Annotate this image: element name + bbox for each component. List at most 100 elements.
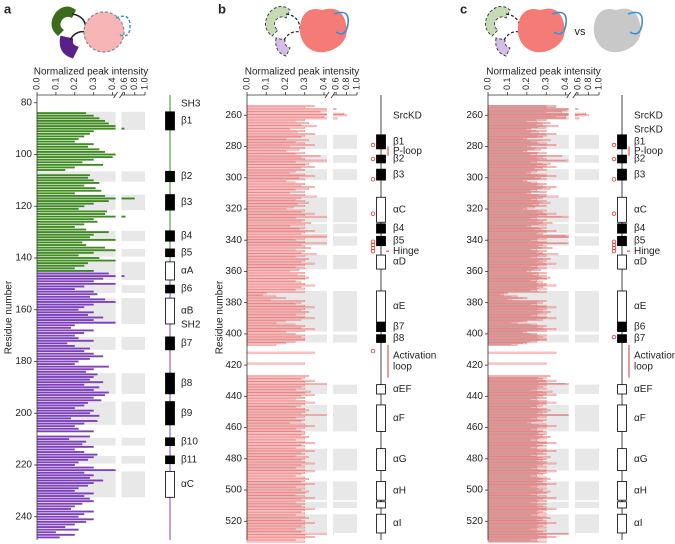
bar bbox=[488, 225, 527, 227]
bar bbox=[37, 453, 98, 456]
strand bbox=[165, 372, 175, 395]
bar bbox=[488, 245, 539, 248]
y-tick-label: 460 bbox=[466, 422, 483, 433]
bar bbox=[246, 351, 315, 354]
bar bbox=[37, 531, 56, 534]
bar bbox=[246, 475, 296, 477]
bar bbox=[488, 194, 539, 196]
y-tick-label: 360 bbox=[466, 266, 483, 277]
bar bbox=[37, 469, 122, 472]
missing-marker bbox=[611, 248, 617, 254]
bar bbox=[37, 495, 85, 497]
bar bbox=[37, 259, 120, 262]
bar bbox=[246, 283, 306, 285]
x-tick-label: 1.0 bbox=[351, 77, 361, 90]
bar bbox=[246, 251, 302, 254]
bar bbox=[37, 220, 98, 223]
bar bbox=[488, 508, 547, 510]
bar bbox=[488, 434, 537, 436]
bar bbox=[37, 383, 85, 386]
bar bbox=[37, 370, 87, 373]
bar bbox=[488, 233, 537, 235]
bar bbox=[488, 302, 537, 304]
bar bbox=[488, 409, 543, 411]
structure-label: αG bbox=[634, 454, 648, 465]
bar bbox=[37, 135, 85, 138]
bar bbox=[246, 183, 306, 185]
bar bbox=[488, 461, 539, 463]
bar bbox=[488, 239, 531, 241]
shade-band bbox=[488, 334, 599, 343]
bar bbox=[37, 197, 135, 200]
bar bbox=[488, 497, 547, 499]
strand bbox=[376, 321, 386, 332]
bar bbox=[488, 381, 539, 383]
bar bbox=[488, 339, 539, 341]
bar bbox=[488, 273, 533, 276]
y-tick-label: 340 bbox=[466, 235, 483, 246]
bar bbox=[488, 494, 531, 496]
annotation-label: Hinge bbox=[634, 246, 661, 257]
bar bbox=[37, 298, 106, 301]
bar bbox=[488, 505, 537, 507]
bar bbox=[37, 505, 75, 508]
bar bbox=[37, 176, 89, 179]
bar bbox=[246, 512, 306, 515]
bar bbox=[246, 195, 317, 198]
bar bbox=[488, 253, 547, 255]
bar bbox=[246, 447, 296, 449]
bar bbox=[246, 540, 306, 543]
bar bbox=[246, 401, 315, 404]
x-tick-label: 1.0 bbox=[593, 77, 603, 90]
strand bbox=[165, 284, 175, 294]
bar bbox=[488, 267, 539, 269]
bar bbox=[37, 316, 104, 319]
bar bbox=[37, 189, 102, 192]
bar bbox=[246, 289, 296, 292]
structure-label: β8 bbox=[181, 378, 193, 389]
bar bbox=[37, 228, 87, 231]
bar bbox=[246, 123, 302, 126]
bar bbox=[246, 106, 306, 109]
x-tick-label: 0.3 bbox=[541, 77, 551, 90]
bar bbox=[246, 115, 325, 118]
bar bbox=[488, 419, 539, 421]
bar bbox=[246, 378, 302, 381]
bar bbox=[246, 245, 306, 248]
bar bbox=[488, 228, 535, 230]
bar bbox=[488, 158, 539, 160]
bar bbox=[246, 126, 306, 129]
bar bbox=[246, 500, 306, 502]
bar bbox=[488, 283, 539, 285]
bar bbox=[37, 533, 75, 536]
bar bbox=[488, 439, 531, 441]
bar bbox=[37, 295, 90, 298]
bar bbox=[37, 290, 94, 293]
bar bbox=[37, 526, 66, 528]
shade-band bbox=[37, 171, 145, 182]
bar bbox=[488, 234, 566, 237]
y-tick-label: 360 bbox=[225, 266, 242, 277]
y-tick-label: 280 bbox=[225, 141, 242, 152]
bar bbox=[246, 108, 337, 110]
bar bbox=[37, 275, 125, 278]
bar bbox=[246, 534, 306, 537]
bar bbox=[488, 328, 547, 330]
bar bbox=[37, 179, 94, 182]
bar bbox=[246, 476, 306, 479]
structure-label: αF bbox=[634, 413, 646, 424]
bar bbox=[488, 391, 543, 393]
bar bbox=[488, 238, 539, 240]
bar bbox=[37, 337, 79, 340]
y-tick-label: 280 bbox=[466, 141, 483, 152]
y-tick-label: 260 bbox=[466, 110, 483, 121]
bar bbox=[488, 422, 527, 424]
bar bbox=[246, 393, 315, 396]
bar bbox=[488, 456, 543, 458]
bar bbox=[37, 373, 98, 376]
bar bbox=[246, 379, 315, 382]
bar bbox=[488, 152, 539, 154]
structure-label: β10 bbox=[181, 436, 198, 447]
helix bbox=[617, 481, 627, 501]
bar bbox=[246, 189, 296, 192]
